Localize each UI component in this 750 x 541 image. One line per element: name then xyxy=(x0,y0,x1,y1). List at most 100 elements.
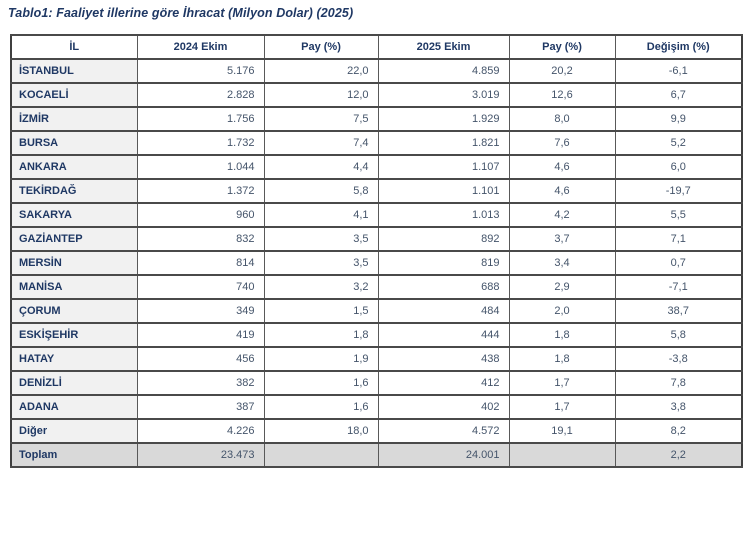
cell-2025-value: 484 xyxy=(377,298,510,324)
cell-2025-share: 3,4 xyxy=(508,250,616,276)
cell-2024-value: 456 xyxy=(136,346,265,372)
cell-2024-share: 7,5 xyxy=(263,106,379,132)
cell-change: 6,7 xyxy=(614,82,743,108)
table-row: HATAY 456 1,9 438 1,8 -3,8 xyxy=(10,346,743,372)
cell-province: HATAY xyxy=(10,346,138,372)
table-row: SAKARYA 960 4,1 1.013 4,2 5,5 xyxy=(10,202,743,228)
cell-2025-value: 819 xyxy=(377,250,510,276)
cell-2025-share xyxy=(508,442,616,468)
cell-2024-share: 4,4 xyxy=(263,154,379,180)
table-row: MERSİN 814 3,5 819 3,4 0,7 xyxy=(10,250,743,276)
table-body: İSTANBUL 5.176 22,0 4.859 20,2 -6,1 KOCAELİ 2.8… xyxy=(10,58,743,468)
table-row: KOCAELİ 2.828 12,0 3.019 12,6 6,7 xyxy=(10,82,743,108)
cell-2025-share: 4,6 xyxy=(508,178,616,204)
cell-change: -19,7 xyxy=(614,178,743,204)
cell-change: 9,9 xyxy=(614,106,743,132)
cell-2025-share: 1,7 xyxy=(508,370,616,396)
cell-province: SAKARYA xyxy=(10,202,138,228)
cell-2024-share: 22,0 xyxy=(263,58,379,84)
cell-2025-share: 1,8 xyxy=(508,322,616,348)
cell-2024-share: 1,6 xyxy=(263,370,379,396)
column-header-pay-2025: Pay (%) xyxy=(508,34,616,60)
cell-change: 3,8 xyxy=(614,394,743,420)
cell-2025-share: 19,1 xyxy=(508,418,616,444)
cell-province: DENİZLİ xyxy=(10,370,138,396)
cell-2025-value: 1.821 xyxy=(377,130,510,156)
cell-province: KOCAELİ xyxy=(10,82,138,108)
cell-2024-value: 960 xyxy=(136,202,265,228)
column-header-il: İL xyxy=(10,34,138,60)
cell-2025-value: 1.101 xyxy=(377,178,510,204)
cell-province: ADANA xyxy=(10,394,138,420)
cell-province: İZMİR xyxy=(10,106,138,132)
cell-2024-value: 814 xyxy=(136,250,265,276)
cell-2025-value: 444 xyxy=(377,322,510,348)
cell-change: 8,2 xyxy=(614,418,743,444)
cell-2024-share xyxy=(263,442,379,468)
cell-2025-value: 24.001 xyxy=(377,442,510,468)
cell-province: TEKİRDAĞ xyxy=(10,178,138,204)
cell-2024-share: 12,0 xyxy=(263,82,379,108)
table-header: İL 2024 Ekim Pay (%) 2025 Ekim Pay (%) D… xyxy=(10,34,743,60)
cell-2024-share: 1,8 xyxy=(263,322,379,348)
cell-2024-value: 1.756 xyxy=(136,106,265,132)
cell-2024-share: 5,8 xyxy=(263,178,379,204)
cell-2025-value: 1.013 xyxy=(377,202,510,228)
cell-2024-share: 3,5 xyxy=(263,226,379,252)
column-header-degisim: Değişim (%) xyxy=(614,34,743,60)
table-row: ESKİŞEHİR 419 1,8 444 1,8 5,8 xyxy=(10,322,743,348)
cell-2024-value: 419 xyxy=(136,322,265,348)
cell-2024-value: 832 xyxy=(136,226,265,252)
cell-2025-value: 438 xyxy=(377,346,510,372)
cell-2025-share: 1,8 xyxy=(508,346,616,372)
cell-2025-value: 3.019 xyxy=(377,82,510,108)
cell-province: MERSİN xyxy=(10,250,138,276)
cell-2025-value: 1.929 xyxy=(377,106,510,132)
cell-2024-share: 4,1 xyxy=(263,202,379,228)
header-row: İL 2024 Ekim Pay (%) 2025 Ekim Pay (%) D… xyxy=(10,34,743,60)
cell-change: 2,2 xyxy=(614,442,743,468)
table-row: Diğer 4.226 18,0 4.572 19,1 8,2 xyxy=(10,418,743,444)
cell-2025-value: 412 xyxy=(377,370,510,396)
cell-2025-share: 1,7 xyxy=(508,394,616,420)
cell-change: 5,8 xyxy=(614,322,743,348)
column-header-2025-ekim: 2025 Ekim xyxy=(377,34,510,60)
cell-province: İSTANBUL xyxy=(10,58,138,84)
cell-2025-share: 3,7 xyxy=(508,226,616,252)
cell-province: Toplam xyxy=(10,442,138,468)
cell-2024-value: 5.176 xyxy=(136,58,265,84)
cell-change: -3,8 xyxy=(614,346,743,372)
table-row: ADANA 387 1,6 402 1,7 3,8 xyxy=(10,394,743,420)
table-row: ANKARA 1.044 4,4 1.107 4,6 6,0 xyxy=(10,154,743,180)
page-title: Tablo1: Faaliyet illerine göre İhracat (… xyxy=(8,6,354,20)
cell-2025-value: 4.859 xyxy=(377,58,510,84)
table-row: BURSA 1.732 7,4 1.821 7,6 5,2 xyxy=(10,130,743,156)
cell-change: 38,7 xyxy=(614,298,743,324)
cell-2025-share: 2,0 xyxy=(508,298,616,324)
table-row: GAZİANTEP 832 3,5 892 3,7 7,1 xyxy=(10,226,743,252)
table-row: MANİSA 740 3,2 688 2,9 -7,1 xyxy=(10,274,743,300)
cell-2025-share: 12,6 xyxy=(508,82,616,108)
cell-2024-share: 7,4 xyxy=(263,130,379,156)
table-row: İSTANBUL 5.176 22,0 4.859 20,2 -6,1 xyxy=(10,58,743,84)
cell-2025-share: 2,9 xyxy=(508,274,616,300)
cell-2024-share: 1,5 xyxy=(263,298,379,324)
cell-province: MANİSA xyxy=(10,274,138,300)
cell-change: 7,8 xyxy=(614,370,743,396)
cell-2024-value: 4.226 xyxy=(136,418,265,444)
cell-2024-value: 23.473 xyxy=(136,442,265,468)
cell-2025-value: 402 xyxy=(377,394,510,420)
cell-2025-value: 4.572 xyxy=(377,418,510,444)
cell-2024-share: 1,9 xyxy=(263,346,379,372)
cell-2025-share: 20,2 xyxy=(508,58,616,84)
cell-2024-share: 1,6 xyxy=(263,394,379,420)
cell-2024-share: 3,2 xyxy=(263,274,379,300)
cell-2024-value: 349 xyxy=(136,298,265,324)
cell-2024-value: 1.732 xyxy=(136,130,265,156)
cell-province: ANKARA xyxy=(10,154,138,180)
cell-2024-value: 387 xyxy=(136,394,265,420)
cell-change: 7,1 xyxy=(614,226,743,252)
cell-change: 5,5 xyxy=(614,202,743,228)
cell-2025-share: 4,2 xyxy=(508,202,616,228)
cell-2025-value: 688 xyxy=(377,274,510,300)
